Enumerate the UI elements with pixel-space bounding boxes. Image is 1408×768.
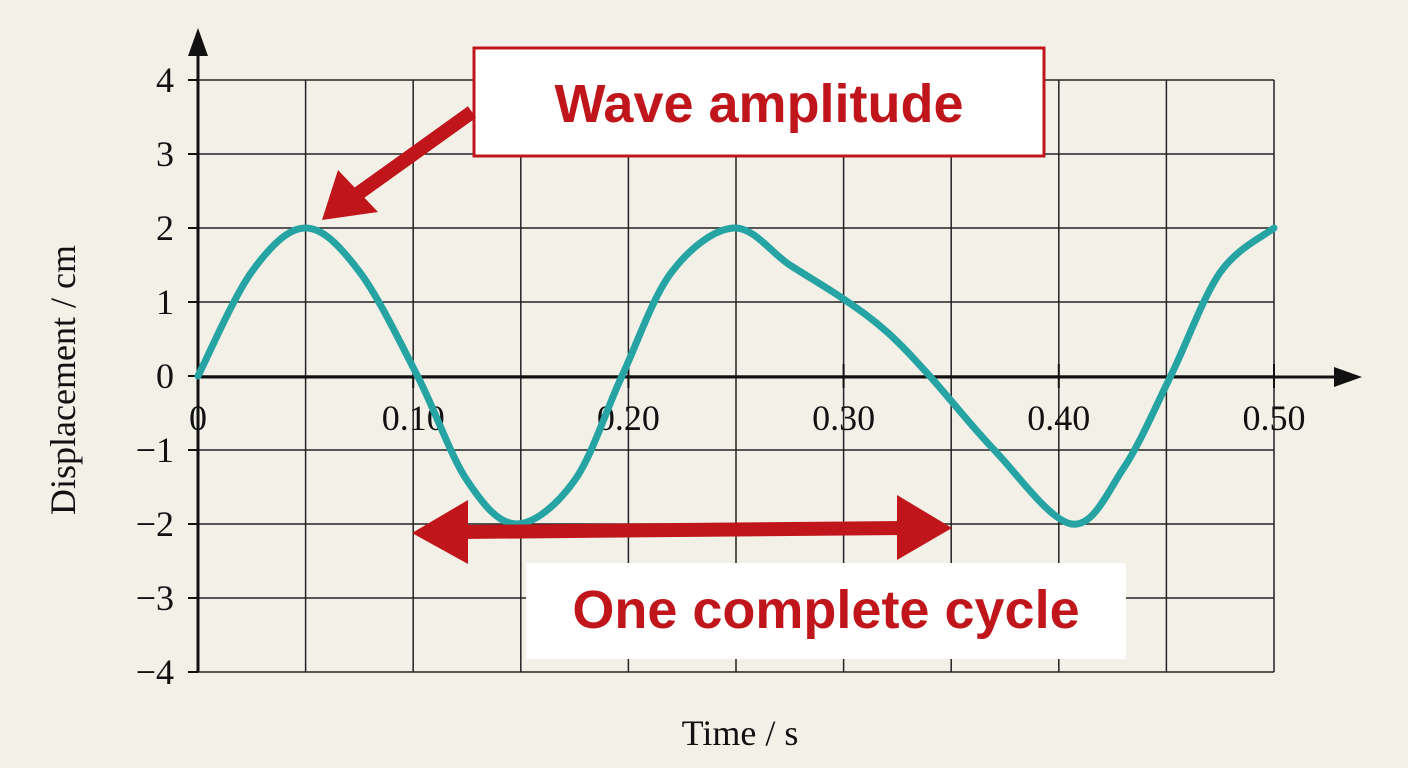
annotation-box [472, 46, 1046, 158]
y-tick-label: −4 [136, 652, 174, 692]
annotation: Wave amplitude [554, 74, 963, 134]
y-tick-label: 0 [156, 356, 174, 396]
y-tick-label: −1 [136, 430, 174, 470]
series [194, 224, 1278, 528]
axes [188, 28, 1362, 672]
x-tick-label: 0.50 [1243, 398, 1306, 438]
y-tick-label: −3 [136, 578, 174, 618]
y-tick-label: 4 [156, 60, 174, 100]
y-tick-label: 3 [156, 134, 174, 174]
y-axis-label: Displacement / cm [43, 245, 83, 515]
y-axis-arrow [188, 28, 208, 56]
annotation-arrow [347, 106, 477, 204]
x-tick-label: 0 [189, 398, 207, 438]
annotation-arrowhead [897, 495, 952, 560]
x-tick-label: 0.40 [1027, 398, 1090, 438]
annotation-arrowhead [322, 170, 378, 220]
series-line [194, 224, 1278, 528]
x-axis-label: Time / s [682, 713, 799, 753]
x-tick-label: 0.30 [812, 398, 875, 438]
annotation-arrow [459, 521, 906, 539]
x-axis-arrow [1334, 367, 1362, 387]
annotation: One complete cycle [572, 580, 1079, 640]
annotation-arrowhead [412, 500, 468, 564]
y-tick-label: −2 [136, 504, 174, 544]
y-tick-label: 2 [156, 208, 174, 248]
y-tick-label: 1 [156, 282, 174, 322]
annotation-box [526, 563, 1126, 659]
